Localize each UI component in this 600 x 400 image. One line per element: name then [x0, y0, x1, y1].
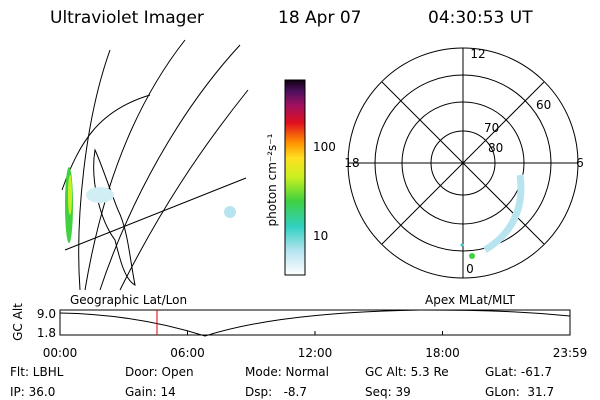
info-field: GC Alt: 5.3 Re [365, 365, 449, 379]
title: Ultraviolet Imager [50, 8, 204, 28]
info-field: Door: Open [125, 365, 194, 379]
polar-label: 12 [470, 47, 485, 61]
time: 04:30:53 UT [428, 8, 533, 28]
x-tick-label: 06:00 [170, 346, 205, 360]
date: 18 Apr 07 [278, 8, 361, 28]
polar-label: 0 [466, 262, 474, 276]
polar-circle-label: 60 [536, 98, 551, 112]
polar-plot [347, 47, 579, 279]
timeline-ytick: 9.0 [37, 307, 56, 321]
timeline-ytick: 1.8 [37, 326, 56, 340]
colorbar [284, 79, 306, 276]
info-field: Gain: 14 [125, 385, 176, 399]
x-tick-label: 23:59 [553, 346, 588, 360]
x-tick-label: 18:00 [425, 346, 460, 360]
info-field: Dsp: -8.7 [245, 385, 307, 399]
info-field: GLon: 31.7 [485, 385, 554, 399]
info-field: Flt: LBHL [10, 365, 64, 379]
timeline-title: Apex MLat/MLT [425, 293, 515, 307]
colorbar-label: photon cm⁻²s⁻¹ [265, 133, 279, 226]
polar-label: 6 [576, 156, 584, 170]
polar-circle-label: 70 [484, 121, 499, 135]
colorbar-tick: 100 [313, 140, 336, 154]
x-tick-label: 12:00 [298, 346, 333, 360]
timeline-ylabel: GC Alt [11, 303, 25, 341]
info-field: IP: 36.0 [10, 385, 55, 399]
colorbar-tick: 10 [313, 229, 328, 243]
altitude-curve [59, 309, 571, 337]
info-field: Seq: 39 [365, 385, 411, 399]
geo-map [61, 39, 249, 291]
polar-circle-label: 80 [488, 141, 503, 155]
info-field: Mode: Normal [245, 365, 329, 379]
x-tick-label: 00:00 [43, 346, 78, 360]
info-field: GLat: -61.7 [485, 365, 552, 379]
timeline-title: Geographic Lat/Lon [70, 293, 187, 307]
polar-label: 18 [344, 156, 359, 170]
